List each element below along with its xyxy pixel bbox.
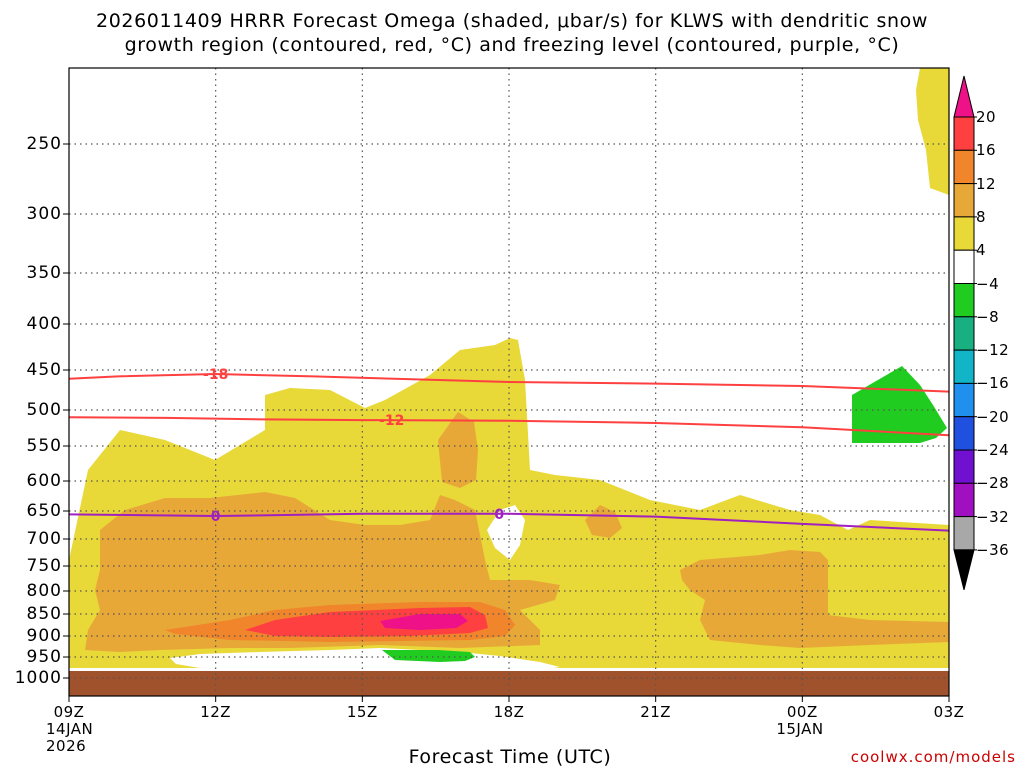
colorbar-swatch-8 <box>953 349 975 384</box>
colorbar-label-9: −20 <box>976 407 1010 426</box>
y-tick-label-550: 550 <box>26 436 62 456</box>
y-tick-label-800: 800 <box>26 581 62 601</box>
contour-label-0-0: -18 <box>203 367 228 383</box>
contour-line-0 <box>68 372 950 393</box>
colorbar-swatch-3 <box>953 183 975 218</box>
colorbar-label-7: −12 <box>976 341 1010 360</box>
omega-region-sinking-right <box>852 366 947 443</box>
x-tick-label-18Z: 18Z <box>493 703 525 721</box>
contour-label-2-1: 0 <box>494 507 504 523</box>
colorbar-label-5: −4 <box>976 274 1000 293</box>
colorbar-label-0: 20 <box>976 108 997 126</box>
y-tick-label-900: 900 <box>26 626 62 646</box>
plot-frame <box>68 67 950 697</box>
y-tick-label-450: 450 <box>26 360 62 380</box>
y-tick-label-950: 950 <box>26 647 62 667</box>
x-tick-sublabel-00Z: 15JAN <box>776 720 824 738</box>
colorbar <box>953 75 977 591</box>
omega-region-sinking-low <box>382 650 475 662</box>
x-tick-label-21Z: 21Z <box>640 703 672 721</box>
contour-label-1-0: -12 <box>379 413 404 429</box>
colorbar-swatch-13 <box>953 516 975 551</box>
x-tick-label-00Z: 00Z <box>786 703 818 721</box>
omega-region-20-24 <box>380 614 468 630</box>
colorbar-bottom-arrow <box>953 549 975 591</box>
omega-region-8-12-eastern <box>680 550 949 648</box>
colorbar-swatch-1 <box>953 116 975 151</box>
chart-title-line-2: growth region (contoured, red, °C) and f… <box>124 34 900 56</box>
colorbar-swatch-2 <box>953 149 975 185</box>
x-tick-label-09Z: 09Z <box>53 703 85 721</box>
colorbar-label-6: −8 <box>976 307 1000 326</box>
colorbar-label-1: 16 <box>976 141 997 160</box>
omega-region-4-8-top-right <box>916 68 949 195</box>
y-tick-label-350: 350 <box>26 263 62 283</box>
chart-title-line-1: 2026011409 HRRR Forecast Omega (shaded, … <box>96 10 928 32</box>
colorbar-swatch-11 <box>953 449 975 484</box>
x-tick-sublabel2-09Z: 2026 <box>46 737 87 755</box>
omega-region-8-12-column <box>438 412 478 488</box>
y-tick-label-300: 300 <box>26 204 62 224</box>
colorbar-label-11: −28 <box>976 474 1010 493</box>
y-tick-label-1000: 1000 <box>14 668 62 688</box>
y-tick-label-600: 600 <box>26 471 62 491</box>
x-tick-sublabel-09Z: 14JAN <box>46 720 94 738</box>
y-tick-label-850: 850 <box>26 604 62 624</box>
colorbar-label-10: −24 <box>976 441 1010 459</box>
colorbar-label-4: 4 <box>976 241 987 260</box>
colorbar-swatch-10 <box>953 416 975 451</box>
colorbar-swatch-6 <box>953 283 975 318</box>
colorbar-label-2: 12 <box>976 174 997 193</box>
credit-link[interactable]: coolwx.com/models <box>850 748 1016 766</box>
y-tick-label-250: 250 <box>26 134 62 154</box>
below-ground <box>69 671 949 696</box>
contour-label-2-0: 0 <box>211 509 221 525</box>
colorbar-swatch-5 <box>953 249 975 284</box>
omega-region-0-white-hole <box>487 505 525 560</box>
contour-line-1 <box>68 416 950 437</box>
contour-line-2 <box>68 512 950 532</box>
colorbar-label-12: −32 <box>976 507 1010 526</box>
x-tick-label-12Z: 12Z <box>200 703 232 721</box>
y-tick-label-700: 700 <box>26 529 62 549</box>
omega-region-8-12-small-blob <box>585 505 622 538</box>
colorbar-swatch-4 <box>953 216 975 251</box>
y-tick-label-400: 400 <box>26 314 62 334</box>
x-tick-label-15Z: 15Z <box>346 703 378 721</box>
y-tick-label-750: 750 <box>26 556 62 576</box>
x-axis-label: Forecast Time (UTC) <box>408 746 612 768</box>
colorbar-label-13: −36 <box>976 540 1010 559</box>
grid-lines <box>63 68 950 702</box>
colorbar-swatch-12 <box>953 482 975 518</box>
colorbar-top-arrow <box>953 75 975 118</box>
colorbar-swatch-9 <box>953 382 975 418</box>
x-tick-label-03Z: 03Z <box>933 703 965 721</box>
colorbar-label-3: 8 <box>976 207 987 226</box>
y-tick-label-500: 500 <box>26 400 62 420</box>
colorbar-swatch-7 <box>953 316 975 351</box>
colorbar-label-8: −16 <box>976 374 1010 393</box>
y-tick-label-650: 650 <box>26 501 62 521</box>
contour-lines: -18 -12 0 0 <box>68 367 950 532</box>
